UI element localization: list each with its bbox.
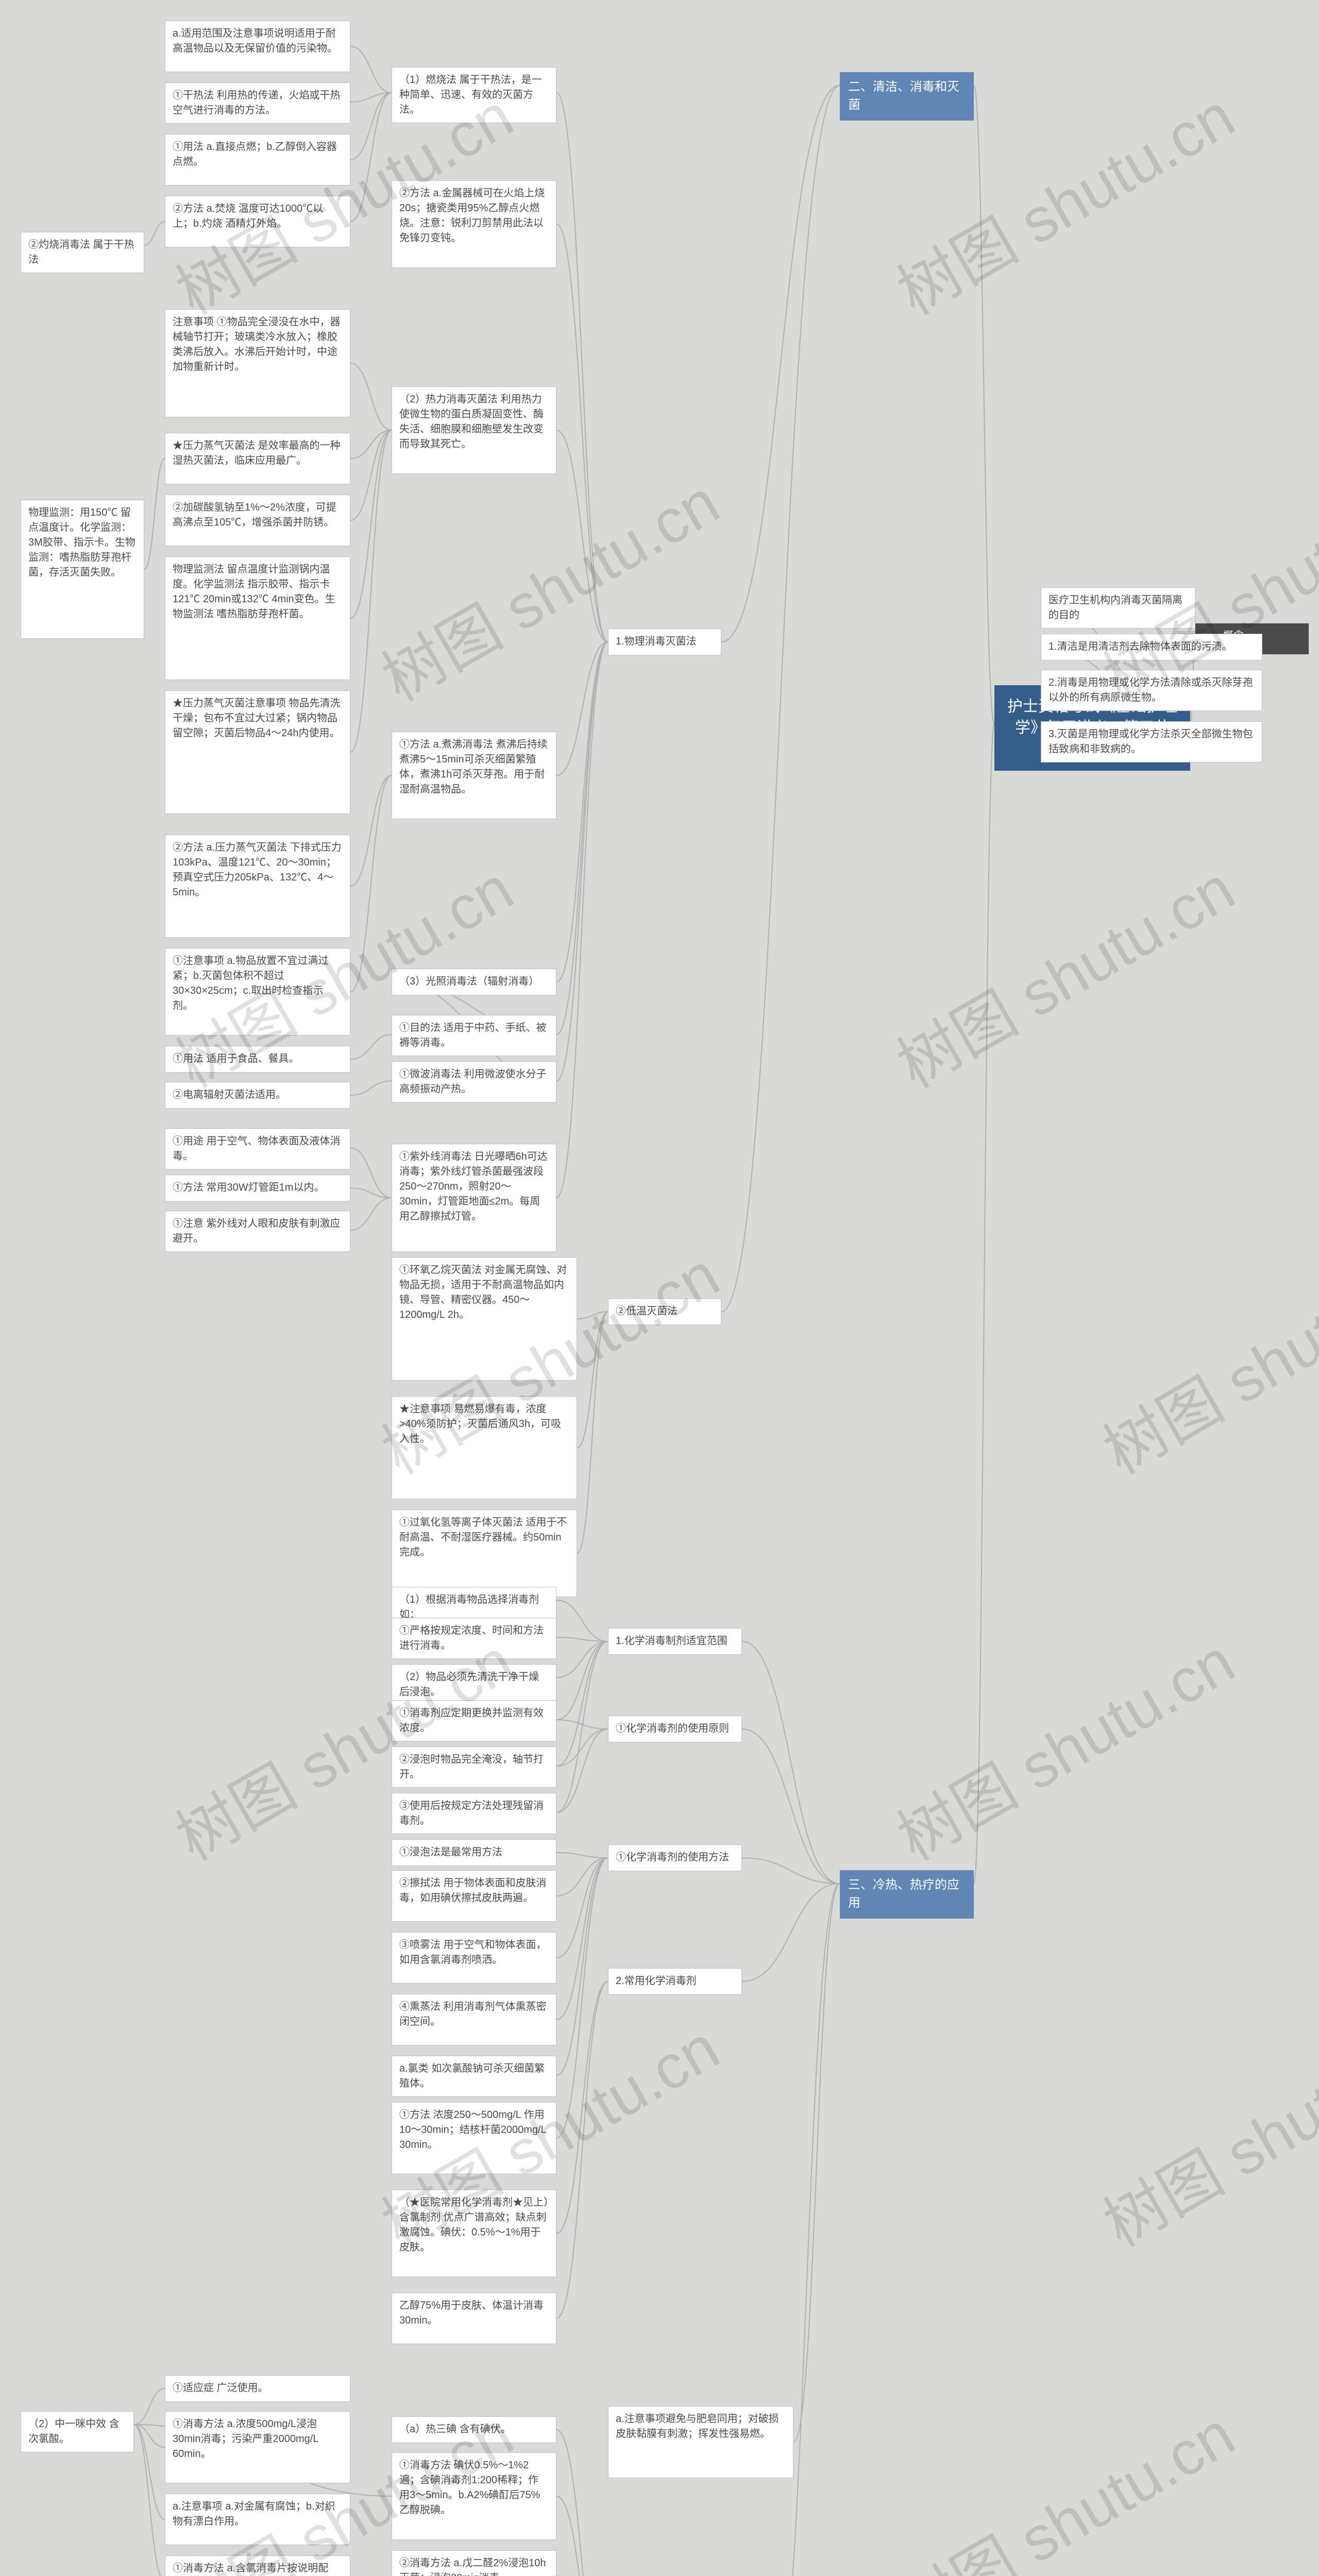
t1d: ①消毒剂应定期更换并监测有效浓度。	[392, 1700, 556, 1741]
r3: 1.清洁是用清洁剂去除物体表面的污渍。	[1041, 634, 1262, 660]
n3c: ②加碳酸氢钠至1%～2%浓度，可提高沸点至105℃，增强杀菌并防锈。	[165, 495, 350, 546]
t1: 1.化学消毒制剂适宜范围	[608, 1628, 742, 1655]
n5c: ①用法 适用于食品、餐具。	[165, 1046, 350, 1073]
t3a: ①浸泡法是最常用方法	[392, 1839, 556, 1866]
L1d: ①消毒方法 a.含氯消毒片按说明配制，现配现用。	[165, 2555, 350, 2576]
t3f: ①方法 浓度250～500mg/L 作用10～30min；结核杆菌2000mg/…	[392, 2102, 556, 2174]
t4b: 乙醇75%用于皮肤、体温计消毒 30min。	[392, 2293, 556, 2344]
b1: ①环氧乙烷灭菌法 对金属无腐蚀、对物品无损，适用于不耐高温物品如内镜、导管、精密…	[392, 1257, 577, 1381]
n5d: ②电离辐射灭菌法适用。	[165, 1082, 350, 1109]
r2: 医疗卫生机构内消毒灭菌隔离的目的	[1041, 587, 1195, 629]
n6a: ①用途 用于空气、物体表面及液体消毒。	[165, 1128, 350, 1170]
n4a: ②方法 a.压力蒸气灭菌法 下排式压力103kPa、温度121℃、20～30mi…	[165, 835, 350, 938]
n3b: ★压力蒸气灭菌法 是效率最高的一种湿热灭菌法，临床应用最广。	[165, 433, 350, 484]
n1b: ①干热法 利用热的传递，火焰或干热空气进行消毒的方法。	[165, 82, 350, 124]
n4b: ①注意事项 a.物品放置不宜过满过紧；b.灭菌包体积不超过30×30×25cm；…	[165, 948, 350, 1036]
n5a: ①目的法 适用于中药、手纸、被褥等消毒。	[392, 1015, 556, 1056]
n3f: 物理监测：用150℃ 留点温度计。化学监测：3M胶带、指示卡。生物监测：嗜热脂肪…	[21, 500, 144, 639]
n5b: ①微波消毒法 利用微波使水分子高频振动产热。	[392, 1061, 556, 1103]
t4a: （★医院常用化学消毒剂★见上）含氯制剂 优点广谱高效；缺点刺激腐蚀。碘伏：0.5…	[392, 2190, 556, 2277]
b3: ①过氧化氢等离子体灭菌法 适用于不耐高温、不耐湿医疗器械。约50min完成。	[392, 1510, 577, 1597]
n3a: 注意事项 ①物品完全浸没在水中，器械轴节打开；玻璃类冷水放入；橡胶类沸后放入。水…	[165, 309, 350, 417]
t3b: ②擦拭法 用于物体表面和皮肤消毒，如用碘伏擦拭皮肤两遍。	[392, 1870, 556, 1922]
n6c: ①注意 紫外线对人眼和皮肤有刺激应避开。	[165, 1211, 350, 1252]
t1f: ③使用后按规定方法处理残留消毒剂。	[392, 1793, 556, 1834]
sb3: ②消毒方法 a.戊二醛2%浸泡10h灭菌；浸泡30min消毒。	[392, 2550, 556, 2576]
t3c: ③喷雾法 用于空气和物体表面，如用含氯消毒剂喷洒。	[392, 1932, 556, 1984]
L1: （2）中一咪中效 含次氯酸。	[21, 2411, 134, 2452]
c1b: ②低温灭菌法	[608, 1298, 721, 1325]
n4: ①方法 a.煮沸消毒法 煮沸后持续煮沸5～15min可杀灭细菌繁殖体，煮沸1h可…	[392, 732, 556, 819]
r5: 3.灭菌是用物理或化学方法杀灭全部微生物包括致病和非致病的。	[1041, 721, 1262, 762]
L1a: ①适应症 广泛使用。	[165, 2375, 350, 2402]
t1e: ②浸泡时物品完全淹没，轴节打开。	[392, 1747, 556, 1788]
n6b: ①方法 常用30W灯管距1m以内。	[165, 1175, 350, 1201]
n1c: ①用法 a.直接点燃；b.乙醇倒入容器点燃。	[165, 134, 350, 185]
c1a: 1.物理消毒灭菌法	[608, 629, 721, 655]
n1e: ②灼烧消毒法 属于干热法	[21, 232, 144, 273]
n1d: ②方法 a.焚烧 温度可达1000℃以上；b.灼烧 酒精灯外焰。	[165, 196, 350, 247]
L1b: ①消毒方法 a.浓度500mg/L浸泡30min消毒；污染严重2000mg/L …	[165, 2411, 350, 2483]
n3: （2）热力消毒灭菌法 利用热力使微生物的蛋白质凝固变性、酶失活、细胞膜和细胞壁发…	[392, 386, 556, 474]
r4: 2.消毒是用物理或化学方法清除或杀灭除芽孢以外的所有病原微生物。	[1041, 670, 1262, 711]
t1c: （2）物品必须先清洗干净干燥后浸泡。	[392, 1664, 556, 1705]
sb1: （a）热三碘 含有碘伏。	[392, 2416, 556, 2443]
t3e: a.氯类 如次氯酸钠可杀灭细菌繁殖体。	[392, 2056, 556, 2097]
sb2: ①消毒方法 碘伏0.5%～1%2遍；含碘消毒剂1:200稀释；作用3～5min。…	[392, 2452, 556, 2540]
n1: （1）燃烧法 属于干热法，是一种简单、迅速、有效的灭菌方法。	[392, 67, 556, 123]
n6: ①紫外线消毒法 日光曝晒6h可达消毒；紫外线灯管杀菌最强波段250～270nm，…	[392, 1144, 556, 1252]
n3e: ★压力蒸气灭菌注意事项 物品先清洗干燥；包布不宜过大过紧；锅内物品留空隙；灭菌后…	[165, 690, 350, 814]
t4: 2.常用化学消毒剂	[608, 1968, 742, 1995]
s2: 三、冷热、热疗的应用	[840, 1870, 974, 1919]
n1a: a.适用范围及注意事项说明适用于耐高温物品以及无保留价值的污染物。	[165, 21, 350, 72]
s1: 二、清洁、消毒和灭菌	[840, 72, 974, 121]
t4c: a.注意事项避免与肥皂同用；对破损皮肤黏膜有刺激；挥发性强易燃。	[608, 2406, 793, 2478]
n3d: 物理监测法 留点温度计监测锅内温度。化学监测法 指示胶带、指示卡121℃ 20m…	[165, 556, 350, 680]
b2: ★注意事项 易燃易爆有毒，浓度>40%须防护；灭菌后通风3h，可吸入性。	[392, 1396, 577, 1499]
L1c: a.注意事项 a.对金属有腐蚀；b.对织物有漂白作用。	[165, 2494, 350, 2545]
t3d: ④熏蒸法 利用消毒剂气体熏蒸密闭空间。	[392, 1994, 556, 2045]
n5: （3）光照消毒法（辐射消毒）	[392, 969, 556, 995]
t2: ①化学消毒剂的使用原则	[608, 1716, 742, 1742]
t1b: ①严格按规定浓度、时间和方法进行消毒。	[392, 1618, 556, 1659]
t3: ①化学消毒剂的使用方法	[608, 1844, 742, 1871]
n2: ②方法 a.金属器械可在火焰上烧20s；搪瓷类用95%乙醇点火燃烧。注意：锐利刀…	[392, 180, 556, 268]
